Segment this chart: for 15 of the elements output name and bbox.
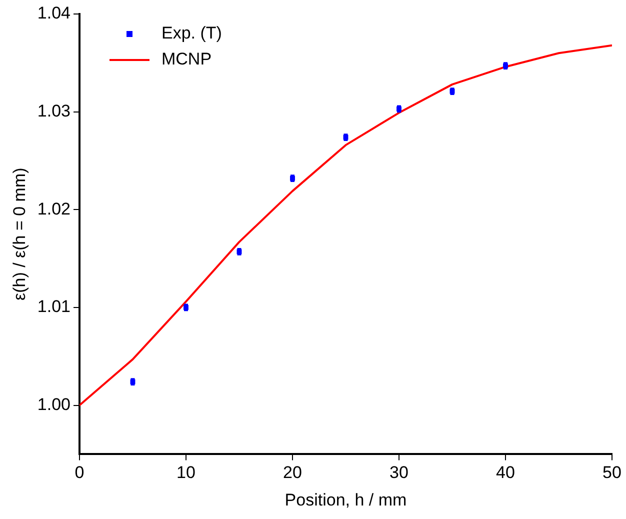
x-axis-title: Position, h / mm (284, 490, 407, 510)
legend-label: MCNP (161, 50, 212, 69)
y-tick-label: 1.01 (37, 297, 70, 316)
y-axis-title: ε(h) / ε(h = 0 mm) (10, 168, 29, 300)
x-tick-label: 30 (390, 463, 408, 482)
x-tick-label: 40 (496, 463, 515, 482)
y-tick-label: 1.03 (37, 102, 70, 121)
x-tick-label: 0 (74, 463, 84, 482)
y-tick-label: 1.02 (37, 199, 70, 218)
legend-label: Exp. (T) (161, 24, 222, 43)
y-tick-label: 1.04 (37, 4, 70, 23)
x-tick-label: 10 (176, 463, 196, 482)
y-tick-label: 1.00 (37, 394, 70, 414)
x-tick-label: 20 (283, 463, 302, 482)
x-tick-label: 50 (602, 463, 622, 482)
